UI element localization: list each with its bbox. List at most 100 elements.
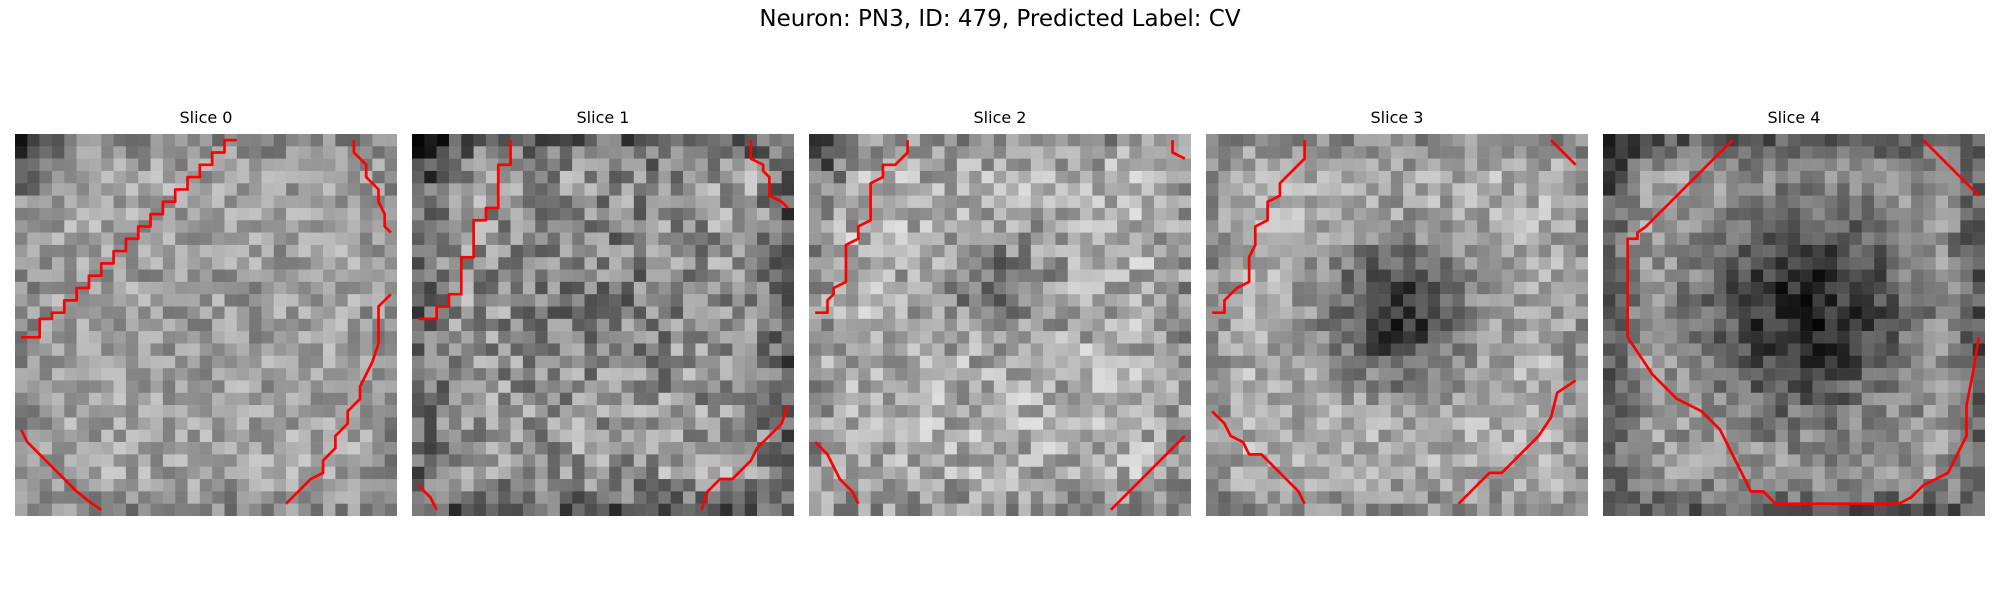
slice-image	[1603, 134, 1985, 516]
pixel	[1738, 454, 1752, 467]
pixel	[1154, 269, 1167, 283]
pixel	[436, 380, 450, 394]
pixel	[1750, 232, 1764, 246]
pixel	[1787, 220, 1801, 233]
pixel	[199, 503, 213, 516]
pixel	[212, 503, 225, 516]
pixel	[15, 244, 28, 258]
pixel	[1043, 281, 1056, 295]
pixel	[646, 134, 659, 147]
pixel	[1689, 244, 1702, 258]
pixel	[1477, 429, 1490, 443]
pixel	[1043, 503, 1056, 516]
pixel	[895, 207, 908, 221]
pixel	[335, 257, 348, 270]
pixel	[1018, 257, 1032, 270]
pixel	[1627, 306, 1641, 320]
pixel	[510, 331, 524, 344]
pixel	[286, 134, 299, 147]
pixel	[298, 257, 311, 270]
pixel	[707, 306, 721, 320]
pixel	[932, 331, 945, 344]
pixel	[1341, 207, 1355, 221]
pixel	[498, 405, 511, 418]
pixel	[372, 491, 385, 504]
pixel	[646, 244, 659, 258]
pixel	[212, 294, 225, 307]
pixel	[175, 380, 188, 394]
pixel	[1837, 466, 1850, 480]
pixel	[858, 294, 871, 307]
pixel	[1898, 343, 1912, 357]
pixel	[1689, 331, 1702, 344]
pixel	[236, 195, 250, 209]
pixel	[1501, 343, 1515, 357]
pixel	[1218, 491, 1231, 504]
pixel	[1886, 134, 1899, 147]
pixel	[870, 318, 884, 332]
pixel	[1006, 207, 1019, 221]
pixel	[76, 207, 90, 221]
pixel	[473, 232, 487, 246]
pixel	[1279, 318, 1293, 332]
pixel	[1366, 392, 1379, 406]
pixel	[1874, 244, 1887, 258]
pixel	[1627, 146, 1641, 159]
pixel	[1750, 146, 1764, 159]
pixel	[1526, 195, 1539, 209]
pixel	[559, 405, 573, 418]
pixel	[969, 170, 982, 184]
pixel	[1129, 244, 1142, 258]
pixel	[1353, 269, 1367, 283]
pixel	[919, 183, 933, 196]
segmentation-contour	[417, 484, 438, 511]
pixel	[15, 281, 28, 295]
pixel	[1242, 343, 1256, 357]
pixel	[1750, 257, 1764, 270]
pixel	[1304, 134, 1318, 147]
pixel	[633, 281, 647, 295]
pixel	[1898, 331, 1912, 344]
pixel	[1316, 207, 1330, 221]
pixel	[993, 195, 1007, 209]
pixel	[27, 466, 40, 480]
pixel	[1092, 368, 1105, 381]
pixel	[1440, 244, 1453, 258]
pixel	[932, 417, 945, 430]
pixel	[882, 368, 896, 381]
pixel	[125, 207, 139, 221]
pixel	[1304, 442, 1318, 455]
pixel	[1403, 244, 1416, 258]
pixel	[744, 355, 758, 369]
pixel	[1874, 294, 1887, 307]
pixel	[658, 380, 672, 394]
pixel	[1603, 232, 1616, 246]
pixel	[261, 183, 275, 196]
pixel	[335, 503, 348, 516]
pixel	[584, 442, 598, 455]
pixel	[845, 281, 859, 295]
pixel	[1849, 466, 1863, 480]
pixel	[658, 207, 672, 221]
pixel	[1886, 257, 1899, 270]
pixel	[1080, 368, 1093, 381]
pixel	[212, 368, 225, 381]
pixel	[821, 146, 834, 159]
pixel	[1117, 442, 1130, 455]
pixel	[1701, 232, 1715, 246]
pixel	[1477, 158, 1490, 172]
pixel	[236, 232, 250, 246]
pixel	[1911, 281, 1924, 295]
pixel	[1030, 405, 1044, 418]
pixel	[236, 257, 250, 270]
pixel	[1206, 417, 1219, 430]
pixel	[1415, 318, 1429, 332]
pixel	[1837, 146, 1850, 159]
pixel	[1117, 355, 1130, 369]
pixel	[969, 331, 982, 344]
pixel	[1154, 294, 1167, 307]
pixel	[1849, 146, 1863, 159]
pixel	[1329, 269, 1342, 283]
pixel	[1329, 170, 1342, 184]
pixel	[1242, 232, 1256, 246]
